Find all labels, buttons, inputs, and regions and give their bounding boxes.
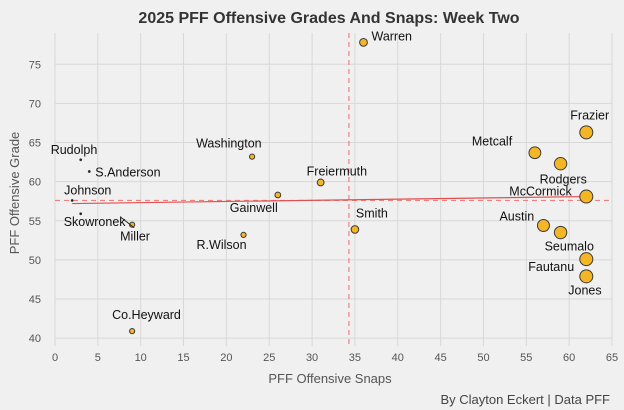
data-point	[87, 170, 91, 173]
data-point	[248, 153, 256, 160]
x-tick-label: 60	[563, 352, 575, 364]
point-label: Smith	[356, 206, 388, 220]
x-tick-label: 10	[135, 352, 147, 364]
data-point	[79, 158, 83, 162]
y-tick-labels: 40 45 50 55 60 65 70 75	[29, 59, 41, 345]
x-tick-label: 15	[177, 352, 189, 364]
x-tick-label: 40	[392, 352, 404, 364]
x-tick-labels: 0 5 10 15 20 25 30 35 40 45 50 55 60 65	[52, 352, 618, 364]
data-point	[579, 125, 594, 140]
point-label: Miller	[120, 230, 150, 244]
point-label: Frazier	[570, 108, 609, 122]
data-point	[536, 218, 550, 232]
reference-lines	[55, 33, 612, 346]
data-point	[528, 146, 542, 160]
x-tick-label: 0	[52, 352, 58, 364]
x-tick-label: 25	[263, 352, 275, 364]
point-label: Fautanu	[528, 260, 574, 274]
point-label: R.Wilson	[197, 238, 247, 252]
point-label: Rodgers	[540, 173, 587, 187]
data-points	[70, 37, 594, 335]
data-point	[79, 212, 83, 216]
y-tick-label: 45	[29, 294, 41, 306]
point-label: McCormick	[509, 185, 572, 199]
point-label: Skowronek	[64, 215, 127, 229]
y-tick-label: 70	[29, 98, 41, 110]
point-label: Johnson	[64, 183, 111, 197]
data-point	[579, 269, 594, 284]
y-tick-label: 50	[29, 255, 41, 267]
x-tick-label: 45	[434, 352, 446, 364]
point-label: Washington	[196, 137, 262, 151]
data-point	[274, 191, 282, 199]
y-tick-label: 40	[29, 333, 41, 345]
data-point	[579, 252, 594, 267]
point-label: Metcalf	[472, 135, 513, 149]
y-tick-label: 65	[29, 138, 41, 150]
y-tick-label: 60	[29, 177, 41, 189]
x-tick-label: 20	[220, 352, 232, 364]
point-label: Austin	[499, 209, 534, 223]
point-label: Rudolph	[51, 143, 98, 157]
data-point	[553, 225, 568, 240]
point-label: S.Anderson	[95, 166, 160, 180]
point-label: Jones	[568, 283, 601, 297]
x-tick-label: 65	[606, 352, 618, 364]
trend-line	[72, 195, 587, 205]
data-point	[553, 156, 568, 171]
point-label: Freiermuth	[307, 164, 367, 178]
point-label: Gainwell	[230, 201, 278, 215]
x-tick-label: 5	[95, 352, 101, 364]
x-axis-label: PFF Offensive Snaps	[268, 371, 392, 386]
data-point	[70, 199, 74, 202]
data-point	[350, 225, 360, 234]
data-point	[240, 231, 247, 238]
x-tick-label: 35	[349, 352, 361, 364]
y-tick-label: 55	[29, 216, 41, 228]
x-tick-label: 30	[306, 352, 318, 364]
chart-title: 2025 PFF Offensive Grades And Snaps: Wee…	[138, 10, 519, 27]
x-tick-label: 55	[520, 352, 532, 364]
point-label: Warren	[371, 29, 412, 43]
data-point	[129, 328, 136, 335]
point-label: Seumalo	[545, 240, 594, 254]
x-tick-label: 50	[477, 352, 489, 364]
y-axis-label: PFF Offensive Grade	[7, 132, 22, 255]
data-point	[359, 37, 368, 47]
grid-lines	[54, 33, 613, 346]
data-point	[316, 178, 325, 187]
data-point	[579, 189, 594, 204]
point-label: Co.Heyward	[112, 308, 181, 322]
y-tick-label: 75	[29, 59, 41, 71]
chart-caption: By Clayton Eckert | Data PFF	[440, 392, 610, 407]
miller-leader-line	[119, 216, 135, 229]
